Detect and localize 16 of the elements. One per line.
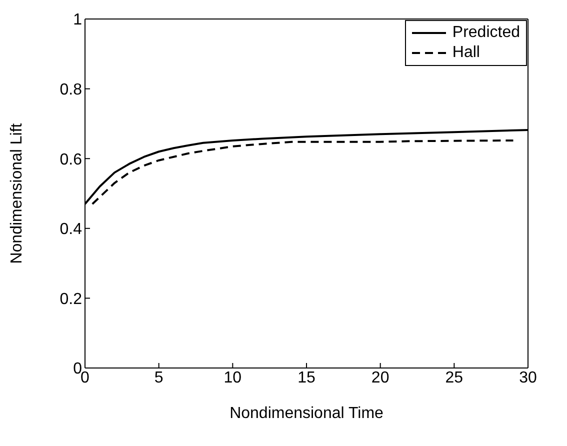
- x-tick-label: 10: [224, 369, 242, 386]
- y-tick-label: 0.6: [60, 151, 82, 168]
- x-tick-label: 5: [154, 369, 164, 386]
- x-tick-label: 20: [371, 369, 390, 386]
- x-axis-title: Nondimensional Time: [230, 405, 384, 422]
- y-tick-label: 1: [73, 12, 82, 29]
- y-tick-label: 0.4: [60, 221, 82, 238]
- y-axis-title: Nondimensional Lift: [8, 122, 26, 264]
- y-tick-label: 0.2: [60, 290, 82, 308]
- x-tick-label: 25: [445, 369, 464, 386]
- line-series: [91, 139, 514, 205]
- legend-label: Predicted: [452, 23, 520, 43]
- legend-label: Hall: [452, 43, 480, 63]
- y-tick-label: 0.8: [60, 81, 82, 98]
- x-tick-label: 30: [519, 369, 537, 386]
- x-tick-label: 15: [298, 369, 316, 386]
